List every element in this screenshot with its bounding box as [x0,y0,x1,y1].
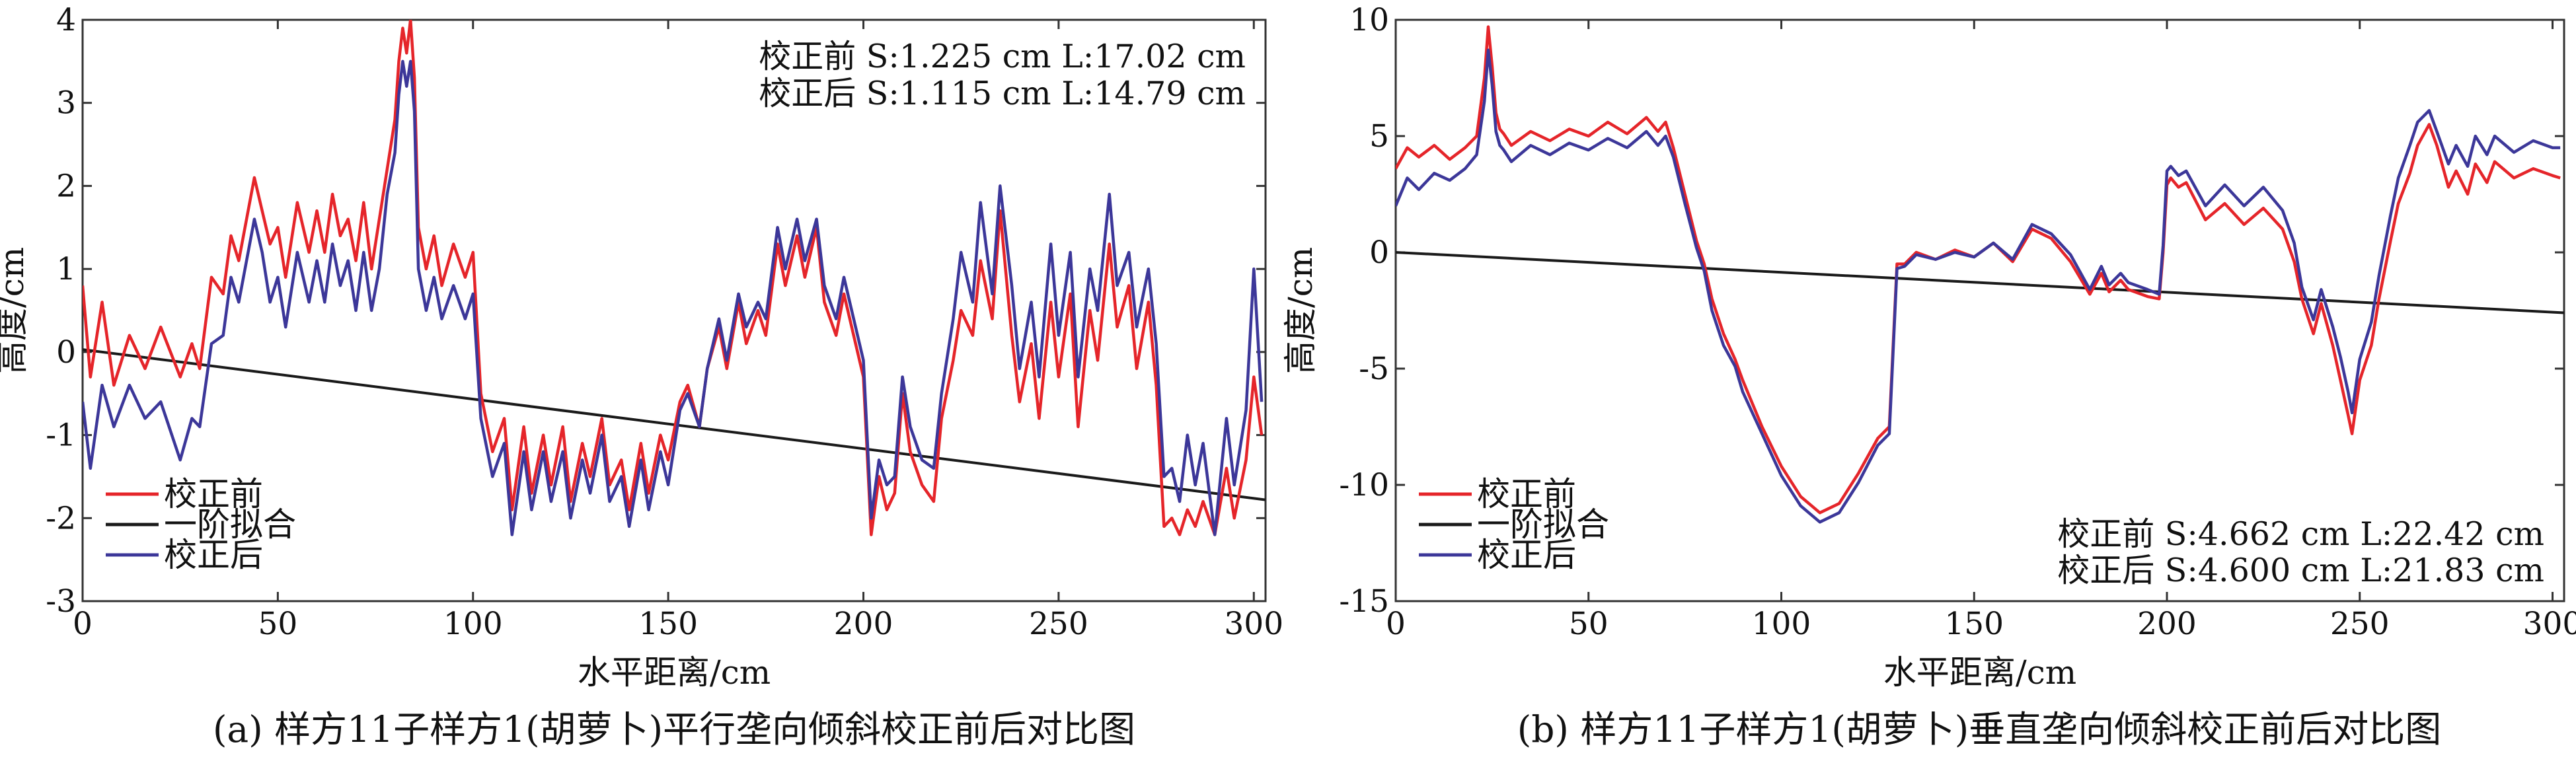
series-group-a [83,20,1266,536]
panel-a: 0 50 100 150 200 250 300 -3 -2 -1 0 1 2 3 4 水平距离/cm 高度/c… [0,2,1283,750]
y-tick-label: 5 [1369,118,1389,155]
series-line-linear-fit [1396,251,2564,314]
x-axis-label: 水平距离/cm [1883,653,2076,692]
annotation-before: 校正前 S:4.662 cm L:22.42 cm [2057,515,2544,553]
y-axis-label: 高度/cm [1281,247,1320,374]
x-tick-label: 100 [1752,606,1811,642]
x-axis-label: 水平距离/cm [578,653,771,692]
panel-b: 0 50 100 150 200 250 300 -15 -10 -5 0 5 10 水平距离/cm 高度/… [1281,2,2576,750]
x-tick-label: 250 [2330,606,2390,642]
x-tick-label: 150 [638,606,698,642]
annotation-before: 校正前 S:1.225 cm L:17.02 cm [759,38,1246,75]
x-tick-label: 300 [2523,606,2576,642]
x-tick-label: 300 [1224,606,1283,642]
annotation-after: 校正后 S:4.600 cm L:21.83 cm [2057,552,2544,589]
series-line-before [83,20,1264,536]
y-tick-label: 10 [1349,2,1389,38]
series-group-b [1396,25,2564,524]
x-tick-label: 100 [443,606,503,642]
legend-label: 一阶拟合 [1477,505,1609,544]
y-tick-label: 0 [1369,235,1389,271]
plot-area-a [81,18,1267,602]
series-line-after [83,59,1264,536]
y-tick-label: -10 [1339,467,1389,503]
x-tick-label: 200 [834,606,893,642]
y-tick-label: -3 [46,583,76,620]
y-tick-label: -5 [1359,351,1389,387]
panel-caption: (b) 样方11子样方1(胡萝卜)垂直垄向倾斜校正前后对比图 [1517,708,2442,750]
y-tick-label: -1 [46,418,76,454]
y-tick-label: 0 [56,334,76,371]
y-tick-label: 4 [56,2,76,38]
y-tick-label: 2 [56,168,76,204]
series-line-before [1396,25,2561,515]
panel-caption: (a) 样方11子样方1(胡萝卜)平行垄向倾斜校正前后对比图 [213,708,1135,750]
legend-label: 校正前 [1477,475,1576,513]
series-line-after [1396,48,2561,524]
x-tick-label: 50 [1569,606,1609,642]
x-tick-label: 0 [73,606,93,642]
annotation-after: 校正后 S:1.115 cm L:14.79 cm [759,75,1246,112]
y-tick-label: -15 [1339,583,1389,620]
y-tick-label: -2 [46,500,76,536]
legend-label: 校正后 [164,536,263,574]
x-tick-label: 250 [1029,606,1088,642]
plot-area-b [1394,18,2565,602]
legend-label: 一阶拟合 [164,505,296,544]
y-tick-label: 1 [56,251,76,287]
legend-label: 校正前 [164,475,263,513]
x-tick-label: 150 [1944,606,2004,642]
y-tick-label: 3 [56,85,76,122]
x-tick-label: 0 [1386,606,1406,642]
legend-label: 校正后 [1477,536,1576,574]
x-tick-label: 200 [2137,606,2197,642]
y-axis-label: 高度/cm [0,247,31,374]
x-tick-label: 50 [258,606,297,642]
